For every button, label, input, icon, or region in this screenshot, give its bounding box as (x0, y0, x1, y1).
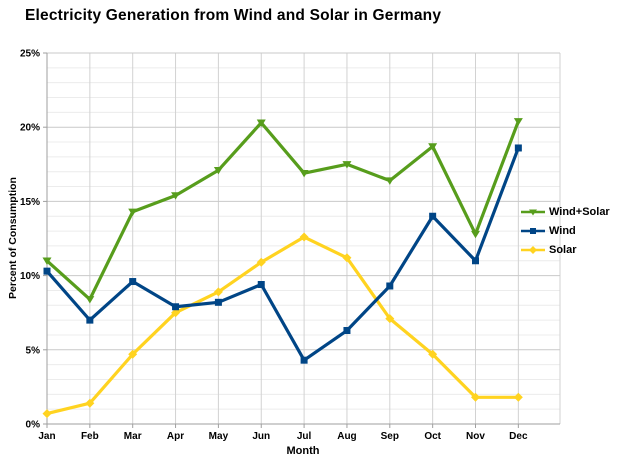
marker-wind (214, 298, 222, 306)
marker-solar (471, 392, 480, 402)
y-tick-label: 0% (26, 420, 41, 431)
marker-wind-solar (85, 296, 95, 304)
marker-solar (256, 257, 266, 267)
x-axis-title: Month (286, 445, 320, 457)
x-tick-label: Jun (252, 431, 270, 442)
marker-wind (172, 303, 180, 311)
legend-swatch-solar-icon (521, 246, 545, 254)
marker-wind-solar (513, 118, 523, 126)
marker-wind-solar (385, 177, 395, 185)
legend-item-solar: Solar (521, 244, 610, 256)
legend-label-wind-solar: Wind+Solar (549, 206, 610, 218)
legend-item-wind-solar: Wind+Solar (521, 206, 610, 218)
marker-wind-solar (213, 167, 223, 175)
x-tick-label: Nov (466, 431, 485, 442)
x-tick-label: May (209, 431, 229, 442)
marker-solar (128, 349, 138, 359)
marker-wind (386, 282, 394, 290)
marker-wind (343, 327, 351, 335)
marker-wind (43, 267, 51, 275)
marker-solar (385, 314, 395, 324)
marker-wind (429, 212, 437, 220)
x-tick-label: Mar (124, 431, 142, 442)
marker-wind-solar (128, 208, 138, 216)
x-tick-label: Feb (81, 431, 99, 442)
marker-solar (299, 232, 309, 242)
x-tick-label: Apr (167, 431, 184, 442)
marker-solar (85, 398, 95, 408)
legend-label-wind: Wind (549, 225, 576, 237)
marker-wind-solar (428, 143, 438, 151)
marker-solar (171, 308, 181, 318)
legend-swatch-wind-icon (521, 228, 545, 234)
chart-title: Electricity Generation from Wind and Sol… (25, 7, 442, 24)
x-tick-label: Jul (297, 431, 312, 442)
marker-solar (342, 253, 352, 263)
x-tick-label: Aug (337, 431, 356, 442)
y-tick-label: 10% (20, 271, 40, 282)
y-tick-label: 20% (20, 123, 40, 134)
marker-solar (42, 409, 52, 419)
legend-item-wind: Wind (521, 225, 610, 237)
marker-wind (257, 281, 265, 289)
legend-label-solar: Solar (549, 244, 577, 256)
marker-wind-solar (171, 192, 181, 200)
x-tick-label: Oct (424, 431, 441, 442)
x-tick-label: Jan (38, 431, 55, 442)
marker-solar (428, 349, 438, 359)
x-tick-label: Sep (381, 431, 399, 442)
marker-wind (86, 316, 94, 324)
x-tick-label: Dec (509, 431, 528, 442)
series-line-wind (45, 146, 520, 362)
y-tick-label: 5% (26, 345, 41, 356)
marker-wind-solar (256, 119, 266, 127)
y-tick-label: 15% (20, 197, 40, 208)
marker-solar (513, 392, 523, 402)
series-line-solar (45, 235, 520, 416)
legend-swatch-wind-solar-icon (521, 209, 545, 216)
marker-wind (472, 257, 479, 265)
marker-solar (213, 287, 223, 297)
marker-wind (300, 356, 308, 364)
series-line-wind-solar (45, 119, 520, 301)
marker-wind-solar (471, 230, 480, 239)
marker-wind (129, 278, 137, 286)
marker-wind-solar (299, 170, 309, 178)
y-tick-label: 25% (20, 49, 40, 60)
marker-wind (514, 144, 522, 152)
marker-wind-solar (342, 161, 352, 169)
legend: Wind+Solar Wind Solar (521, 206, 610, 256)
marker-wind-solar (42, 257, 52, 265)
